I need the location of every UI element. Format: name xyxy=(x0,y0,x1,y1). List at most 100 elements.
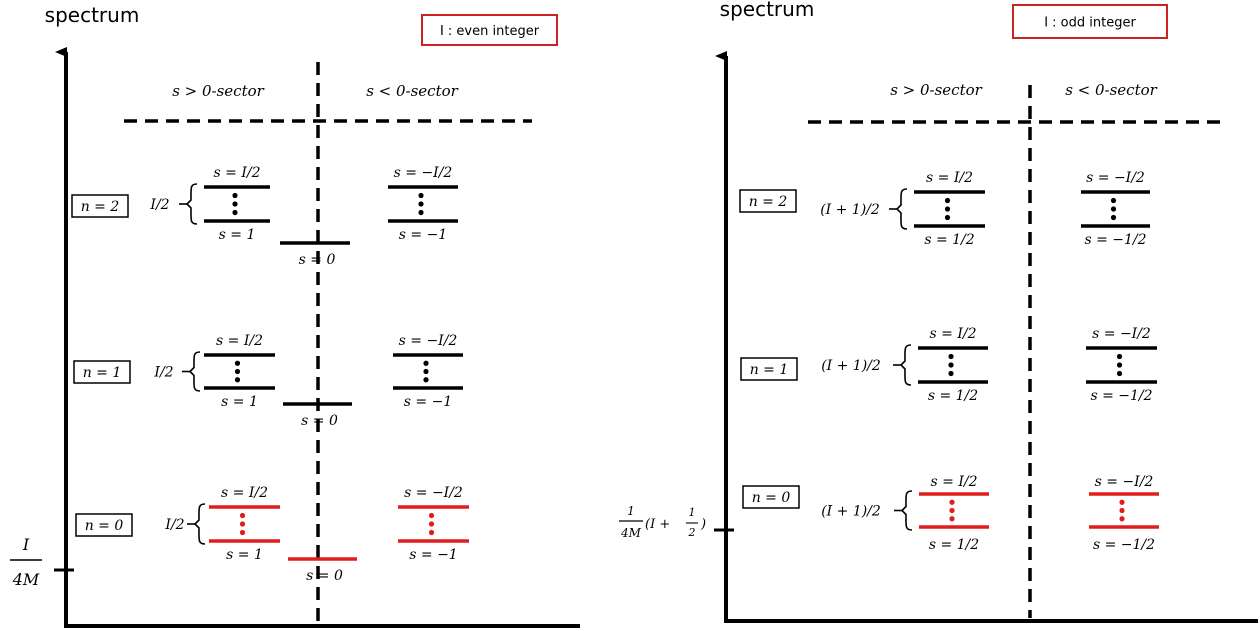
vertical-ellipsis-positive xyxy=(234,360,241,383)
degeneracy-bracket xyxy=(899,344,912,386)
tick-numerator: 1 xyxy=(627,504,635,518)
label-bottom-positive: s = 1 xyxy=(219,227,256,243)
landau-level-n1: n = 1 (I + 1)/2 s = I/2 s = 1/2 s = −I/2 s = … xyxy=(740,326,1157,404)
vertical-ellipsis-dot xyxy=(944,214,951,221)
degeneracy-label: (I + 1)/2 xyxy=(820,202,880,218)
level-index: n = 1 xyxy=(73,360,131,384)
vertical-ellipsis-dot xyxy=(234,377,241,383)
vertical-ellipsis-dot xyxy=(428,529,435,536)
vertical-ellipsis-dot xyxy=(423,368,429,375)
label-top-negative: s = −I/2 xyxy=(1095,474,1154,490)
spectrum-panel-odd: spectrum I : odd integer s > 0-sector s < 0… xyxy=(619,0,1258,623)
label-top-negative: s = −I/2 xyxy=(1086,170,1145,186)
level-index: n = 2 xyxy=(71,194,129,218)
landau-level-n1: n = 1 I/2 s = I/2 s = 1 s = −I/2 s = −1 s = 0 xyxy=(73,333,463,429)
landau-level-n2: n = 2 I/2 s = I/2 s = 1 s = −I/2 s = −1 s = 0 xyxy=(71,165,458,268)
level-index-label: n = 2 xyxy=(749,194,788,210)
sector-negative-label: s < 0-sector xyxy=(1065,81,1157,99)
level-index-label: n = 2 xyxy=(81,199,120,215)
vertical-ellipsis-dot xyxy=(948,353,954,360)
degeneracy-label: I/2 xyxy=(153,365,173,381)
label-bottom-negative: s = −1 xyxy=(409,547,457,563)
vertical-ellipsis-dot xyxy=(1119,516,1125,522)
vertical-ellipsis-dot xyxy=(944,206,951,212)
vertical-ellipsis-dot xyxy=(1110,197,1117,204)
level-index-label: n = 1 xyxy=(750,362,789,378)
degeneracy-bracket xyxy=(188,351,201,392)
level-index-label: n = 0 xyxy=(752,490,791,506)
vertical-ellipsis-dot xyxy=(1116,353,1123,360)
vertical-ellipsis-dot xyxy=(948,362,954,368)
vertical-ellipsis-dot xyxy=(239,512,246,519)
vertical-ellipsis-dot xyxy=(423,360,429,366)
level-index: n = 1 xyxy=(740,357,798,381)
vertical-ellipsis-dot xyxy=(1119,507,1125,514)
sector-negative-label: s < 0-sector xyxy=(366,82,458,100)
vertical-ellipsis-dot xyxy=(418,192,424,199)
level-index-box xyxy=(739,189,797,213)
label-bottom-positive: s = 1/2 xyxy=(929,537,979,553)
level-index: n = 0 xyxy=(75,513,133,537)
degeneracy-bracket xyxy=(895,188,908,230)
axis-title: spectrum xyxy=(45,3,140,27)
level-index-box xyxy=(75,513,133,537)
label-zero: s = 0 xyxy=(299,252,336,268)
level-index-box xyxy=(71,194,129,218)
vertical-ellipsis-positive xyxy=(949,499,955,522)
label-top-negative: s = −I/2 xyxy=(1092,326,1151,342)
label-top-positive: s = I/2 xyxy=(216,333,263,349)
vertical-ellipsis-dot xyxy=(949,507,955,514)
label-bottom-positive: s = 1 xyxy=(221,394,258,410)
label-top-negative: s = −I/2 xyxy=(404,485,463,501)
label-bottom-negative: s = −1/2 xyxy=(1084,232,1146,248)
label-top-positive: s = I/2 xyxy=(926,170,973,186)
vertical-ellipsis-positive xyxy=(239,512,246,536)
degeneracy-label: (I + 1)/2 xyxy=(821,358,881,374)
vertical-ellipsis-positive xyxy=(944,197,951,221)
vertical-ellipsis-dot xyxy=(232,201,238,207)
vertical-ellipsis-negative xyxy=(1119,499,1125,522)
label-top-positive: s = I/2 xyxy=(221,485,268,501)
landau-level-n2: n = 2 (I + 1)/2 s = I/2 s = 1/2 s = −I/2 s = … xyxy=(739,170,1150,248)
level-index-box xyxy=(740,357,798,381)
level-index: n = 2 xyxy=(739,189,797,213)
tick-denominator: 4M xyxy=(620,526,642,540)
vertical-ellipsis-dot xyxy=(944,197,951,204)
vertical-ellipsis-dot xyxy=(239,521,246,527)
label-top-negative: s = −I/2 xyxy=(394,165,453,181)
landau-level-n0: n = 0 I/2 s = I/2 s = 1 s = −I/2 s = −1 s = 0 xyxy=(75,485,469,584)
level-index-box xyxy=(73,360,131,384)
label-top-positive: s = I/2 xyxy=(214,165,261,181)
sector-positive-label: s > 0-sector xyxy=(890,81,982,99)
condition-box xyxy=(421,14,558,46)
vertical-ellipsis-dot xyxy=(428,521,435,527)
vertical-ellipsis-negative xyxy=(1116,353,1123,377)
vertical-ellipsis-dot xyxy=(949,516,955,522)
vertical-ellipsis-dot xyxy=(428,512,435,519)
label-top-negative: s = −I/2 xyxy=(399,333,458,349)
degeneracy-label: (I + 1)/2 xyxy=(821,504,881,520)
vertical-ellipsis-dot xyxy=(948,370,954,377)
label-bottom-positive: s = 1 xyxy=(226,547,263,563)
condition-label: I : even integer xyxy=(440,24,540,39)
label-bottom-negative: s = −1 xyxy=(399,227,447,243)
label-bottom-negative: s = −1/2 xyxy=(1090,388,1152,404)
vertical-ellipsis-dot xyxy=(1110,206,1117,212)
axis-title: spectrum xyxy=(720,0,815,21)
label-bottom-negative: s = −1/2 xyxy=(1093,537,1155,553)
label-bottom-positive: s = 1/2 xyxy=(924,232,974,248)
label-bottom-positive: s = 1/2 xyxy=(928,388,978,404)
vertical-ellipsis-positive xyxy=(232,192,238,216)
axis-tick-label: I 4M xyxy=(10,535,42,589)
sector-positive-label: s > 0-sector xyxy=(172,82,264,100)
vertical-ellipsis-dot xyxy=(232,209,238,216)
degeneracy-bracket xyxy=(185,183,198,225)
degeneracy-label: I/2 xyxy=(164,517,184,533)
vertical-ellipsis-dot xyxy=(1116,370,1123,377)
vertical-ellipsis-dot xyxy=(949,499,955,505)
label-zero: s = 0 xyxy=(301,413,338,429)
landau-level-n0: n = 0 (I + 1)/2 s = I/2 s = 1/2 s = −I/2 s = … xyxy=(742,474,1159,553)
tick-half-denominator: 2 xyxy=(688,526,696,539)
vertical-ellipsis-dot xyxy=(423,377,429,383)
